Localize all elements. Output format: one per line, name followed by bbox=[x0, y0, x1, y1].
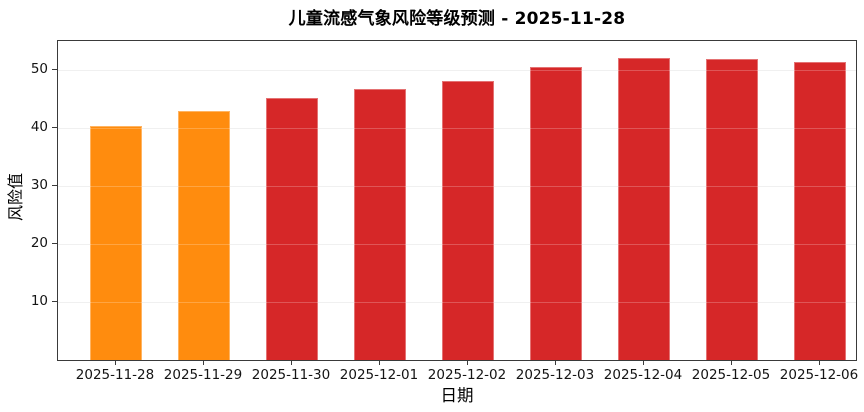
gridline-overlay bbox=[58, 301, 856, 303]
y-tick-label: 20 bbox=[30, 234, 48, 251]
bar-2025-11-29 bbox=[178, 110, 230, 360]
y-tick-label: 50 bbox=[30, 60, 48, 77]
x-tick-label: 2025-12-03 bbox=[515, 367, 595, 383]
plot-area bbox=[57, 40, 857, 361]
x-tick-mark bbox=[203, 360, 205, 365]
x-tick-label: 2025-12-01 bbox=[339, 367, 419, 383]
y-tick-label: 30 bbox=[30, 176, 48, 193]
y-tick-mark bbox=[52, 68, 57, 71]
gridline-overlay bbox=[58, 69, 856, 71]
bar-2025-12-06 bbox=[794, 62, 846, 360]
bar-2025-11-30 bbox=[266, 98, 318, 360]
bar-2025-12-01 bbox=[354, 88, 406, 360]
x-tick-label: 2025-12-04 bbox=[603, 367, 683, 383]
y-tick-mark bbox=[52, 126, 57, 129]
x-tick-label: 2025-11-29 bbox=[163, 367, 243, 383]
gridline-overlay bbox=[58, 127, 856, 129]
bar-2025-11-28 bbox=[90, 125, 142, 360]
x-tick-mark bbox=[643, 360, 645, 365]
x-tick-label: 2025-12-05 bbox=[691, 367, 771, 383]
bar-2025-12-05 bbox=[706, 59, 758, 360]
x-tick-mark bbox=[555, 360, 557, 365]
x-axis-label: 日期 bbox=[440, 386, 474, 405]
y-tick-mark bbox=[52, 242, 57, 244]
gridline-overlay bbox=[58, 243, 856, 245]
x-tick-mark bbox=[291, 360, 293, 365]
gridline-overlay bbox=[58, 185, 856, 187]
x-tick-mark bbox=[467, 360, 469, 365]
bar-2025-12-02 bbox=[442, 81, 494, 360]
y-axis-label: 风险值 bbox=[6, 173, 25, 222]
x-tick-label: 2025-11-28 bbox=[75, 367, 155, 383]
y-tick-mark bbox=[52, 300, 57, 302]
x-tick-mark bbox=[379, 360, 381, 365]
bar-2025-12-03 bbox=[530, 66, 582, 360]
x-tick-mark bbox=[819, 360, 821, 365]
chart-title: 儿童流感气象风险等级预测 - 2025-11-28 bbox=[288, 9, 626, 29]
x-tick-mark bbox=[115, 360, 117, 365]
bar-2025-12-04 bbox=[618, 57, 670, 360]
x-tick-label: 2025-11-30 bbox=[251, 367, 331, 383]
y-tick-mark bbox=[52, 184, 57, 186]
gridline bbox=[58, 69, 856, 71]
y-tick-label: 40 bbox=[30, 118, 48, 135]
x-tick-label: 2025-12-06 bbox=[779, 367, 859, 383]
x-tick-mark bbox=[731, 360, 733, 365]
y-tick-label: 10 bbox=[30, 292, 48, 309]
x-tick-label: 2025-12-02 bbox=[427, 367, 507, 383]
